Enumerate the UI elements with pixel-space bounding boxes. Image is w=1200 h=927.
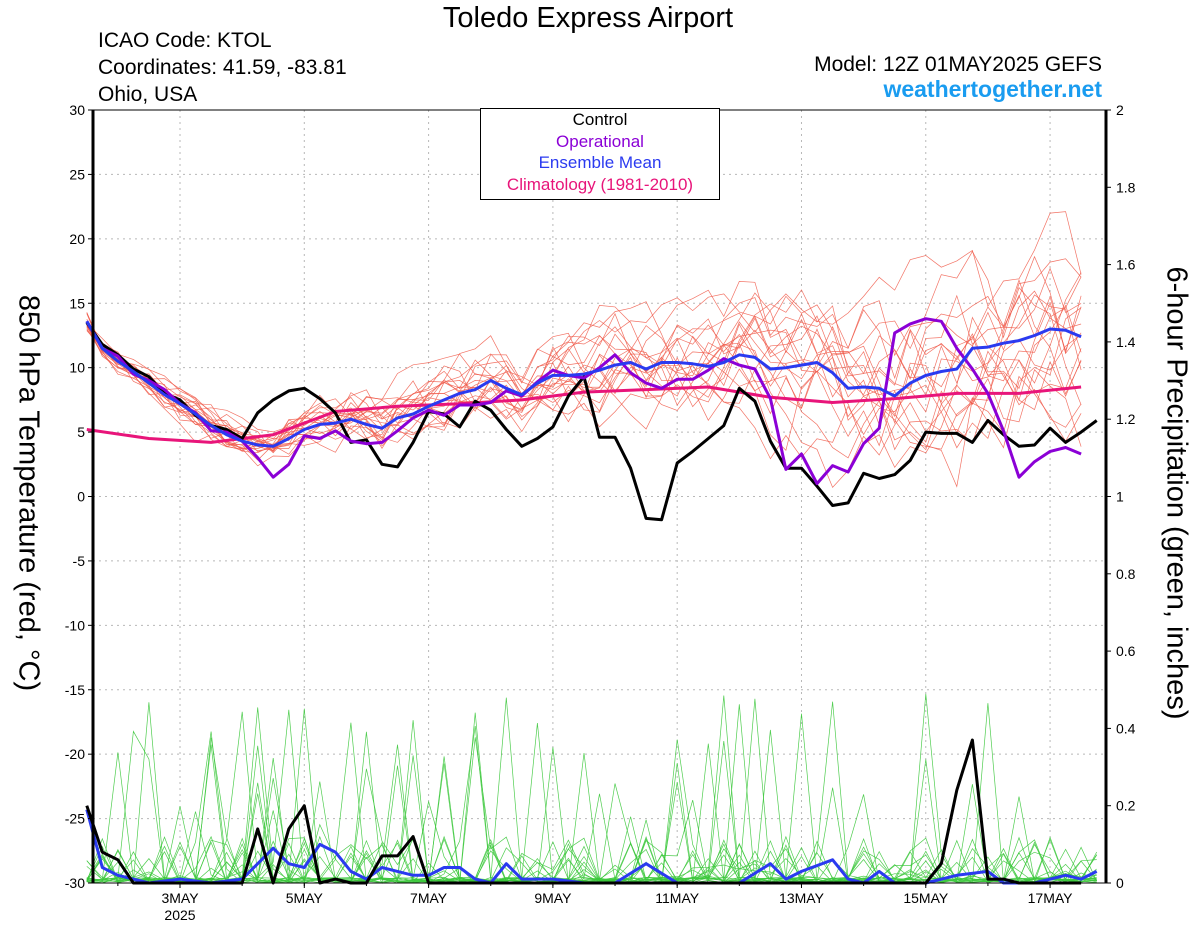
x-tick-label: 9MAY [534, 890, 572, 906]
temp-member-line [86, 255, 1082, 446]
precip-member-line [86, 703, 1097, 884]
left-tick-label: 10 [69, 360, 85, 376]
precip-member-line [86, 698, 1097, 884]
precip-member-line [86, 745, 1097, 884]
precip-member-line [86, 697, 1097, 884]
temp-member-line [86, 325, 1082, 450]
right-tick-label: 0.4 [1116, 720, 1136, 736]
precip-members [86, 693, 1098, 885]
right-tick-label: 2 [1116, 102, 1124, 118]
legend-control: Control [572, 110, 628, 129]
x-tick-label: 15MAY [903, 890, 949, 906]
legend-mean: Ensemble Mean [538, 153, 662, 172]
right-tick-label: 1 [1116, 489, 1124, 505]
right-tick-label: 0 [1116, 875, 1124, 891]
temp-member-line [86, 267, 1082, 460]
precip-member-line [86, 747, 1097, 884]
page-title: Toledo Express Airport [442, 2, 734, 34]
temp-members [86, 211, 1082, 489]
left-tick-label: 5 [77, 424, 85, 440]
left-tick-label: -30 [65, 875, 85, 891]
left-tick-label: 0 [77, 489, 85, 505]
temp-mean-line [85, 320, 1082, 448]
precip-member-line [86, 702, 1097, 885]
precip-member-line [86, 693, 1097, 884]
left-tick-label: -20 [65, 746, 85, 762]
left-tick-label: -25 [65, 811, 85, 827]
axes [88, 109, 1111, 888]
operational-line [85, 317, 1082, 486]
temp-member-line [86, 290, 1082, 452]
x-year-label: 2025 [164, 907, 195, 923]
temp-member-line [86, 315, 1082, 443]
precip-member-line [86, 709, 1097, 884]
temp-member-line [86, 211, 1082, 449]
x-tick-label: 5MAY [286, 890, 324, 906]
left-tick-label: 25 [69, 166, 85, 182]
precip-member-line [86, 743, 1097, 884]
temp-member-line [86, 294, 1082, 489]
station-info: ICAO Code: KTOL Coordinates: 41.59, -83.… [98, 27, 347, 108]
right-tick-label: 1.4 [1116, 334, 1136, 350]
coordinates: Coordinates: 41.59, -83.81 [98, 56, 347, 79]
legend-climo: Climatology (1981-2010) [506, 174, 694, 194]
legend: Control Operational Ensemble Mean Climat… [480, 108, 720, 200]
series-lines [85, 317, 1098, 885]
left-tick-label: -5 [73, 553, 86, 569]
icao-code: ICAO Code: KTOL [98, 29, 272, 52]
x-tick-label: 13MAY [779, 890, 825, 906]
x-tick-label: 11MAY [655, 890, 699, 906]
right-tick-label: 1.2 [1116, 411, 1136, 427]
temp-member-line [86, 279, 1082, 453]
tick-labels: 302520151050-5-10-15-20-25-3021.81.61.41… [65, 102, 1136, 923]
right-tick-label: 1.8 [1116, 179, 1136, 195]
region: Ohio, USA [98, 83, 198, 106]
left-tick-label: -10 [65, 617, 85, 633]
precip-member-line [86, 695, 1098, 884]
temp-member-line [86, 297, 1082, 454]
gridlines [93, 110, 1106, 883]
model-run: Model: 12Z 01MAY2025 GEFS [814, 53, 1102, 76]
x-tick-label: 7MAY [410, 890, 448, 906]
right-tick-label: 0.8 [1116, 566, 1136, 582]
climatology-line [86, 385, 1082, 444]
left-tick-label: 30 [69, 102, 85, 118]
site-link[interactable]: weathertogether.net [883, 76, 1102, 102]
temp-control-line [85, 321, 1098, 522]
temp-member-line [86, 292, 1082, 451]
x-tick-label: 3MAY [161, 890, 199, 906]
right-tick-label: 0.6 [1116, 643, 1136, 659]
left-tick-label: 20 [69, 231, 85, 247]
left-tick-label: 15 [69, 295, 85, 311]
x-tick-label: 17MAY [1028, 890, 1074, 906]
right-tick-label: 0.2 [1116, 798, 1136, 814]
legend-operational: Operational [556, 131, 644, 151]
precip-member-line [86, 704, 1097, 884]
right-tick-label: 1.6 [1116, 257, 1136, 273]
left-tick-label: -15 [65, 682, 85, 698]
